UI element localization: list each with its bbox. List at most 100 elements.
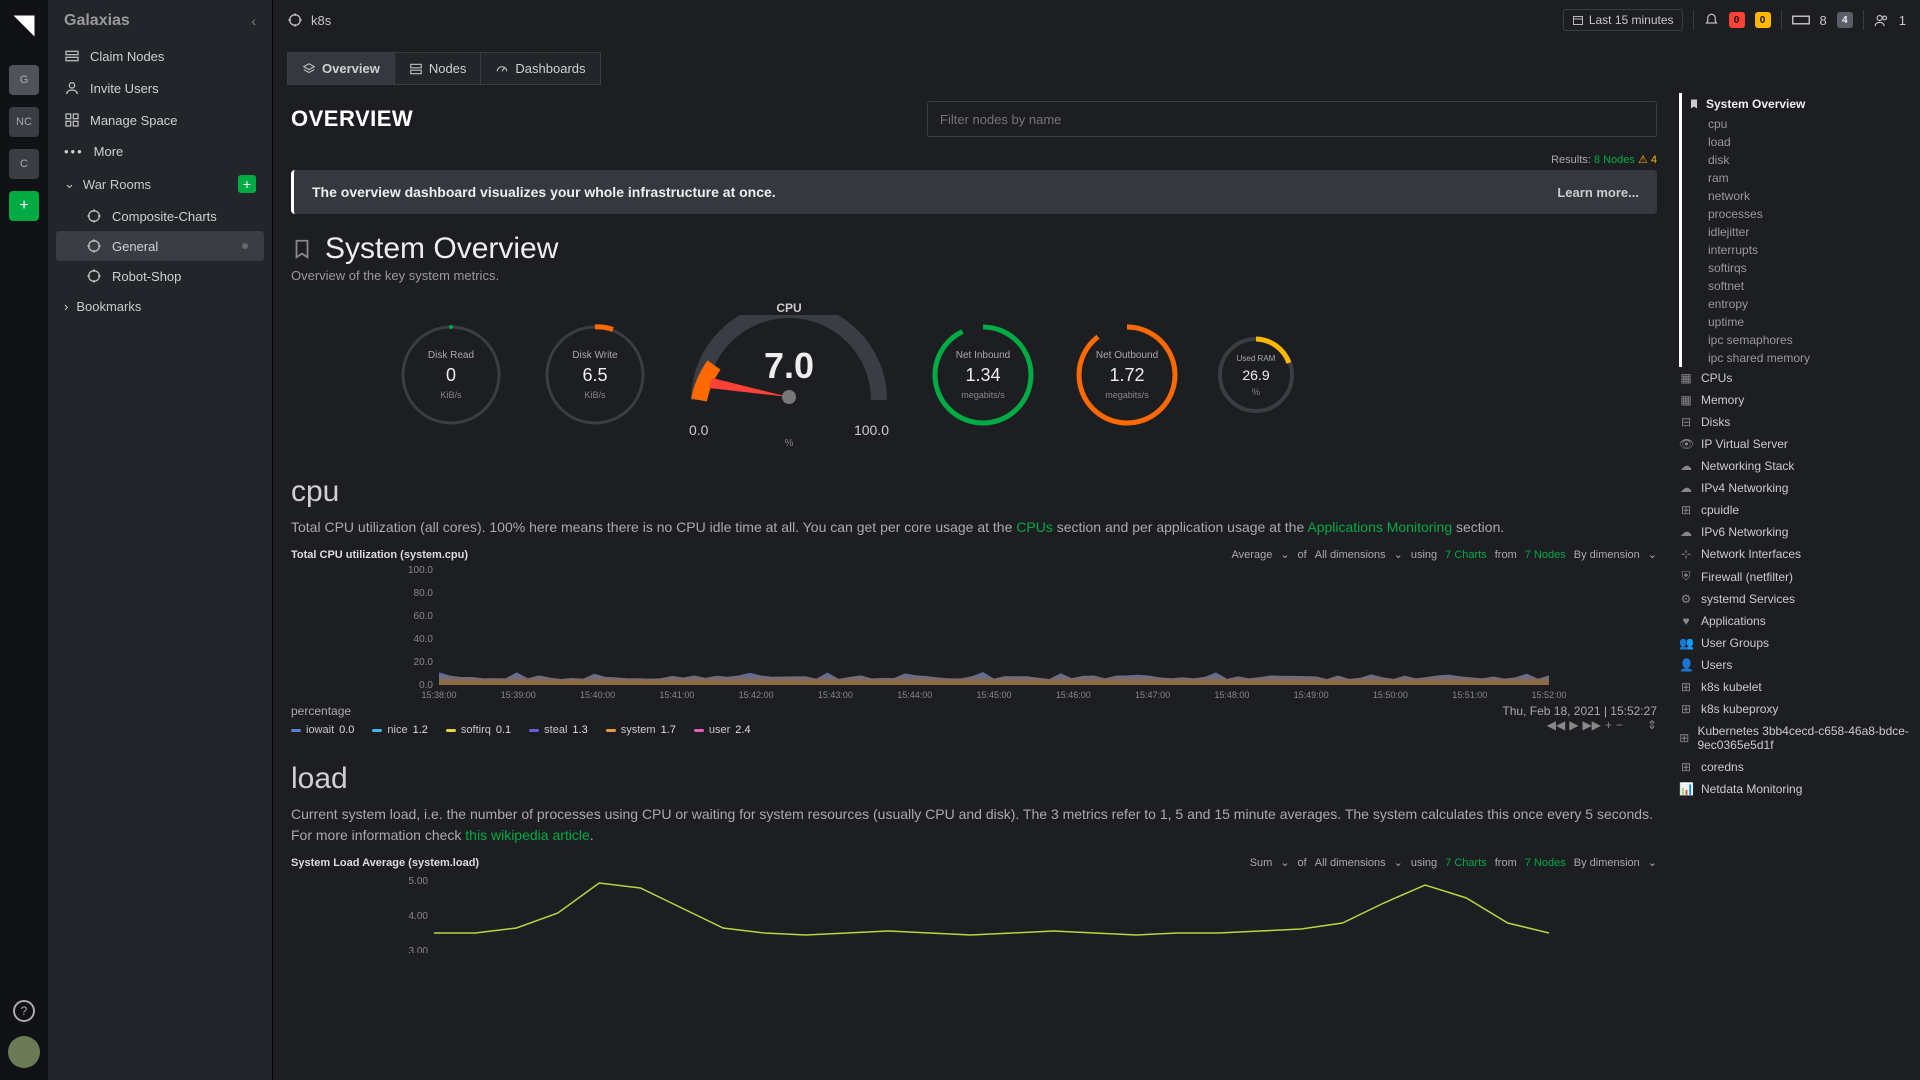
toc-item-uptime[interactable]: uptime <box>1688 313 1912 331</box>
toc-item-idlejitter[interactable]: idlejitter <box>1688 223 1912 241</box>
add-workspace-button[interactable]: + <box>9 191 39 221</box>
toc-system-overview[interactable]: System Overview <box>1688 93 1912 115</box>
user-avatar[interactable] <box>8 1036 40 1068</box>
sidebar-item-more[interactable]: ••• More <box>48 136 272 167</box>
toc-item-interrupts[interactable]: interrupts <box>1688 241 1912 259</box>
toc-section-user-groups[interactable]: 👥User Groups <box>1679 632 1912 654</box>
time-range-selector[interactable]: Last 15 minutes <box>1563 9 1683 31</box>
alerts-critical-badge[interactable]: 0 <box>1729 12 1745 28</box>
bell-icon[interactable] <box>1704 13 1719 28</box>
workspace-g[interactable]: G <box>9 65 39 95</box>
alerts-warning-badge[interactable]: 0 <box>1755 12 1771 28</box>
tab-nodes[interactable]: Nodes <box>394 52 481 85</box>
toc-item-network[interactable]: network <box>1688 187 1912 205</box>
toc-item-ipc-semaphores[interactable]: ipc semaphores <box>1688 331 1912 349</box>
toc-section-applications[interactable]: ♥Applications <box>1679 610 1912 632</box>
users-icon[interactable] <box>1874 13 1889 28</box>
sidebar-item-manage-space[interactable]: Manage Space <box>48 104 272 136</box>
toc-section-kubernetes-3bb4cecd-c658-46a8-bdce-9ec0365e5d1f[interactable]: ⊞Kubernetes 3bb4cecd-c658-46a8-bdce-9ec0… <box>1679 720 1912 756</box>
nodes-icon <box>64 48 80 64</box>
sidebar-item-claim-nodes[interactable]: Claim Nodes <box>48 40 272 72</box>
legend-steal[interactable]: steal 1.3 <box>529 724 588 736</box>
tab-dashboards[interactable]: Dashboards <box>480 52 600 85</box>
toc-section-networking-stack[interactable]: ☁Networking Stack <box>1679 455 1912 477</box>
toc-section-cpuidle[interactable]: ⊞cpuidle <box>1679 499 1912 521</box>
toc-item-processes[interactable]: processes <box>1688 205 1912 223</box>
zoom-out-icon[interactable]: − <box>1616 718 1623 736</box>
toc-section-coredns[interactable]: ⊞ coredns <box>1679 756 1912 778</box>
toc-item-ipc-shared-memory[interactable]: ipc shared memory <box>1688 349 1912 367</box>
war-room-robot-shop[interactable]: Robot-Shop <box>56 261 264 291</box>
play-icon[interactable]: ▶ <box>1569 718 1578 736</box>
toc-item-entropy[interactable]: entropy <box>1688 295 1912 313</box>
legend-softirq[interactable]: softirq 0.1 <box>446 724 511 736</box>
dims-select[interactable]: All dimensions <box>1315 857 1386 869</box>
applications-monitoring-link[interactable]: Applications Monitoring <box>1307 519 1452 535</box>
workspace-nc[interactable]: NC <box>9 107 39 137</box>
filter-nodes-input[interactable] <box>927 101 1657 137</box>
toc-section-network-interfaces[interactable]: ⊹Network Interfaces <box>1679 543 1912 565</box>
legend-name: iowait <box>306 724 334 736</box>
add-war-room-button[interactable]: + <box>238 175 256 193</box>
sidebar-item-invite-users[interactable]: Invite Users <box>48 72 272 104</box>
group-select[interactable]: By dimension <box>1574 549 1640 561</box>
load-chart[interactable]: 5.004.003.00 <box>291 873 1657 953</box>
collapse-sidebar-icon[interactable]: ‹ <box>251 13 256 29</box>
agg-select[interactable]: Average <box>1232 549 1273 561</box>
legend-user[interactable]: user 2.4 <box>694 724 751 736</box>
toc-item-softirqs[interactable]: softirqs <box>1688 259 1912 277</box>
bookmark-icon[interactable] <box>291 235 313 263</box>
gauge-icon <box>495 62 509 76</box>
agg-select[interactable]: Sum <box>1250 857 1273 869</box>
toc-section-firewall-netfilter-[interactable]: ⛨Firewall (netfilter) <box>1679 565 1912 588</box>
legend-iowait[interactable]: iowait 0.0 <box>291 724 354 736</box>
toc-section-k8s-kubelet[interactable]: ⊞k8s kubelet <box>1679 676 1912 698</box>
toc-section-netdata-monitoring[interactable]: 📊Netdata Monitoring <box>1679 778 1912 800</box>
zoom-in-icon[interactable]: + <box>1605 718 1612 736</box>
results-nodes[interactable]: 8 Nodes <box>1594 154 1635 166</box>
results-warn[interactable]: 4 <box>1651 154 1657 166</box>
toc-section-disks[interactable]: ⊟Disks <box>1679 411 1912 433</box>
toc-icon: ⊞ <box>1679 760 1693 774</box>
learn-more-link[interactable]: Learn more... <box>1557 185 1639 200</box>
svg-text:5.00: 5.00 <box>409 876 429 887</box>
toc-label: coredns <box>1701 760 1744 774</box>
war-room-general[interactable]: General <box>56 231 264 261</box>
nodes-count[interactable]: 7 Nodes <box>1525 857 1566 869</box>
toc-section-k8s-kubeproxy[interactable]: ⊞k8s kubeproxy <box>1679 698 1912 720</box>
nodes-count[interactable]: 7 Nodes <box>1525 549 1566 561</box>
toc-section-cpus[interactable]: ▦CPUs <box>1679 367 1912 389</box>
legend-nice[interactable]: nice 1.2 <box>372 724 427 736</box>
tab-overview[interactable]: Overview <box>287 52 394 85</box>
rewind-icon[interactable]: ◀◀ <box>1547 718 1565 736</box>
toc-section-memory[interactable]: ▦Memory <box>1679 389 1912 411</box>
toc-item-disk[interactable]: disk <box>1688 151 1912 169</box>
sidebar-section-bookmarks[interactable]: ›Bookmarks <box>48 291 272 322</box>
toc-section-systemd-services[interactable]: ⚙systemd Services <box>1679 588 1912 610</box>
wikipedia-link[interactable]: this wikipedia article <box>465 827 590 843</box>
toc-item-cpu[interactable]: cpu <box>1688 115 1912 133</box>
expand-icon[interactable]: ⇕ <box>1647 718 1657 736</box>
charts-count[interactable]: 7 Charts <box>1445 549 1487 561</box>
charts-count[interactable]: 7 Charts <box>1445 857 1487 869</box>
toc-item-ram[interactable]: ram <box>1688 169 1912 187</box>
toc-item-load[interactable]: load <box>1688 133 1912 151</box>
cpus-link[interactable]: CPUs <box>1016 519 1053 535</box>
cpu-chart[interactable]: 100.080.060.040.020.00.0 15:38:0015:39:0… <box>291 565 1657 700</box>
toc-section-users[interactable]: 👤Users <box>1679 654 1912 676</box>
svg-text:15:49:00: 15:49:00 <box>1294 690 1329 700</box>
legend-system[interactable]: system 1.7 <box>606 724 676 736</box>
toc-section-ipv4-networking[interactable]: ☁IPv4 Networking <box>1679 477 1912 499</box>
nodes-badge[interactable]: 4 <box>1837 12 1853 28</box>
sidebar-section-war-rooms[interactable]: ⌄War Rooms + <box>48 167 272 201</box>
workspace-c[interactable]: C <box>9 149 39 179</box>
forward-icon[interactable]: ▶▶ <box>1582 718 1600 736</box>
dims-select[interactable]: All dimensions <box>1315 549 1386 561</box>
group-select[interactable]: By dimension <box>1574 857 1640 869</box>
toc-label: systemd Services <box>1701 592 1795 606</box>
toc-item-softnet[interactable]: softnet <box>1688 277 1912 295</box>
toc-section-ipv6-networking[interactable]: ☁IPv6 Networking <box>1679 521 1912 543</box>
war-room-composite-charts[interactable]: Composite-Charts <box>56 201 264 231</box>
toc-section-ip-virtual-server[interactable]: 👁IP Virtual Server <box>1679 433 1912 455</box>
help-icon[interactable]: ? <box>13 1000 35 1022</box>
